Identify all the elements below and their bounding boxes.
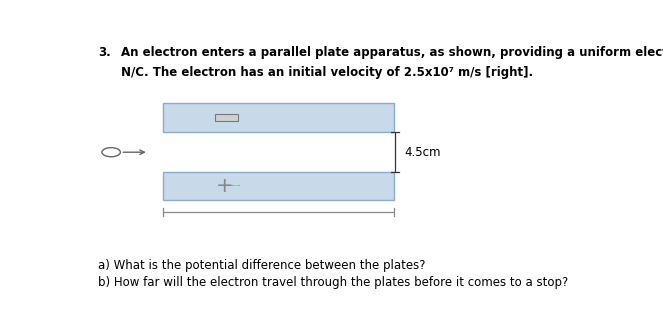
- Text: An electron enters a parallel plate apparatus, as shown, providing a uniform ele: An electron enters a parallel plate appa…: [121, 46, 663, 59]
- Text: +++++++++++++++: +++++++++++++++: [224, 185, 241, 187]
- Text: b) How far will the electron travel through the plates before it comes to a stop: b) How far will the electron travel thro…: [98, 276, 569, 289]
- Text: 3.: 3.: [98, 46, 111, 59]
- Text: +: +: [215, 176, 233, 196]
- Text: 4.5cm: 4.5cm: [404, 146, 440, 159]
- Bar: [162, 103, 394, 132]
- Text: a) What is the potential difference between the plates?: a) What is the potential difference betw…: [98, 259, 426, 272]
- Bar: [215, 114, 238, 120]
- Bar: [162, 172, 394, 200]
- Text: N/C. The electron has an initial velocity of 2.5x10⁷ m/s [right].: N/C. The electron has an initial velocit…: [121, 66, 534, 79]
